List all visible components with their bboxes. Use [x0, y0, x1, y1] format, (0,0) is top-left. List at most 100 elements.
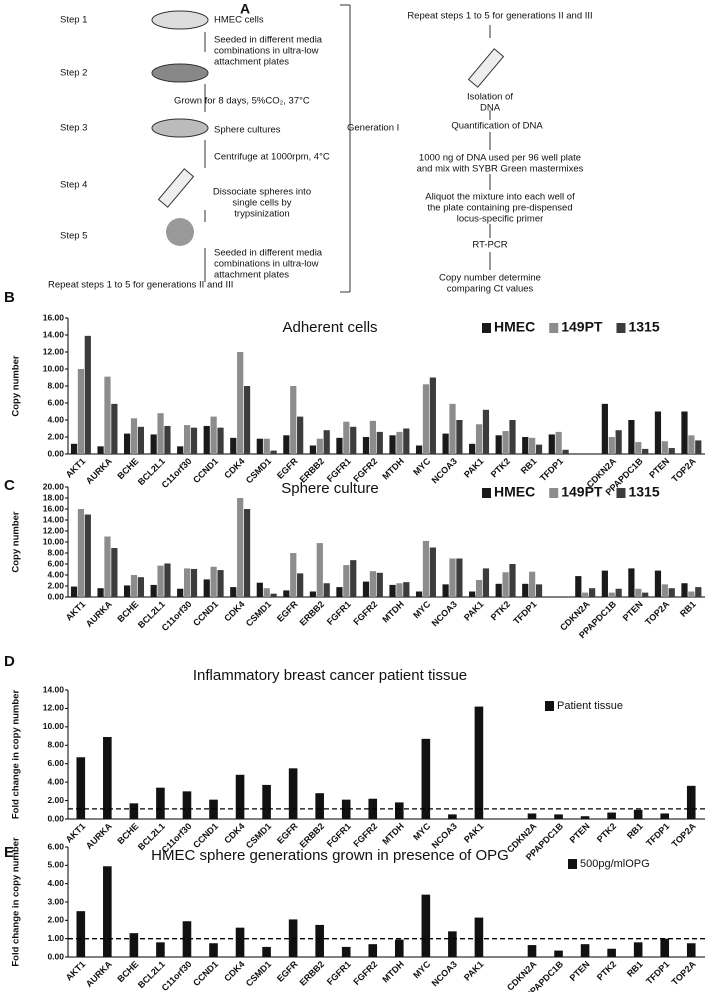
bar	[628, 568, 635, 597]
bar	[396, 431, 403, 454]
bar	[668, 588, 675, 597]
x-tick-label: FGFR2	[351, 959, 379, 987]
x-tick-label: PTEN	[621, 599, 645, 623]
x-tick-label: CCND1	[191, 599, 220, 628]
legend-swatch	[545, 701, 554, 711]
bar	[336, 587, 343, 597]
bar	[695, 440, 702, 454]
bar	[177, 446, 184, 454]
bar	[635, 442, 642, 454]
step-note: Dissociate spheres into	[213, 187, 311, 198]
bar	[297, 416, 304, 454]
y-tick-label: 12.00	[43, 703, 65, 713]
x-tick-label: CCND1	[191, 456, 220, 485]
generation-label: Generation I	[347, 123, 399, 134]
step-note: attachment plates	[214, 270, 289, 281]
bar	[164, 563, 171, 597]
bar	[103, 866, 112, 957]
bar	[456, 558, 463, 597]
bar	[635, 588, 642, 597]
bar	[150, 434, 157, 454]
x-tick-label: PTEN	[568, 959, 592, 983]
bar	[369, 571, 376, 597]
bar	[209, 943, 218, 957]
x-tick-label: CDK4	[222, 821, 246, 845]
bar	[341, 946, 351, 957]
bar	[422, 384, 430, 454]
y-axis-title: Copy number	[11, 355, 22, 417]
y-tick-label: 0.00	[47, 813, 64, 823]
bar	[615, 430, 622, 454]
bar	[442, 433, 449, 454]
bar	[681, 583, 688, 597]
bar	[535, 584, 543, 597]
x-tick-label: TFDP1	[511, 599, 538, 626]
bar	[235, 774, 245, 819]
bar	[243, 386, 251, 454]
panel-label: B	[4, 289, 15, 306]
bar	[495, 583, 502, 597]
bar	[642, 448, 649, 454]
x-tick-label: AKT1	[64, 821, 88, 845]
y-tick-label: 14.00	[43, 514, 65, 524]
bar	[509, 420, 516, 454]
x-tick-label: AURKA	[84, 456, 114, 486]
bar	[157, 565, 164, 597]
bar	[642, 592, 649, 597]
bar	[448, 931, 457, 957]
x-tick-label: RB1	[625, 959, 645, 979]
bar	[575, 576, 582, 597]
bar	[469, 443, 476, 454]
x-tick-label: AKT1	[64, 599, 88, 623]
bar	[482, 409, 490, 454]
step-note: locus-specific primer	[457, 214, 544, 225]
bar	[129, 803, 139, 819]
bar	[156, 942, 165, 957]
y-tick-label: 14.00	[43, 329, 65, 339]
bar	[283, 590, 290, 597]
step-label: Step 1	[60, 15, 87, 26]
bar	[607, 948, 616, 957]
x-tick-label: RB1	[625, 821, 645, 841]
bar	[70, 586, 78, 597]
bar	[495, 435, 502, 454]
y-tick-label: 16.00	[43, 503, 65, 513]
bar	[290, 386, 297, 454]
x-tick-label: PTK2	[489, 456, 512, 479]
step-note: attachment plates	[214, 57, 289, 68]
x-tick-label: PTK2	[595, 959, 618, 982]
bar	[237, 352, 244, 454]
bar	[97, 588, 104, 597]
bar	[502, 572, 509, 597]
x-tick-label: BCHE	[115, 456, 140, 481]
x-tick-label: ERBB2	[298, 959, 327, 988]
x-tick-label: TOP2A	[670, 456, 699, 485]
y-tick-label: 0.00	[47, 448, 64, 458]
bar	[183, 425, 191, 454]
x-tick-label: MTDH	[380, 821, 405, 846]
bar	[661, 441, 668, 454]
bar	[150, 584, 157, 597]
bar	[582, 592, 589, 597]
x-tick-label: TOP2A	[670, 959, 699, 988]
bar	[190, 427, 198, 454]
bar	[686, 943, 696, 957]
step-note: Copy number determine	[439, 273, 541, 284]
bar	[695, 587, 702, 597]
y-tick-label: 2.00	[47, 795, 64, 805]
y-tick-label: 4.00	[47, 569, 64, 579]
bar	[182, 921, 192, 957]
bar	[394, 939, 404, 957]
bar	[203, 425, 210, 454]
step-note: Repeat steps 1 to 5 for generations II a…	[48, 280, 233, 291]
x-tick-label: CDK4	[222, 599, 246, 623]
step-note: Grown for 8 days, 5%CO₂, 37°C	[174, 96, 310, 107]
bar	[263, 588, 270, 597]
bar	[77, 509, 85, 597]
x-tick-label: FGFR2	[351, 821, 379, 849]
bar	[182, 791, 192, 819]
bar	[660, 813, 670, 819]
step-note: the plate containing pre-dispensed	[427, 203, 572, 214]
y-tick-label: 2.00	[47, 431, 64, 441]
x-tick-label: CSMD1	[244, 959, 273, 988]
